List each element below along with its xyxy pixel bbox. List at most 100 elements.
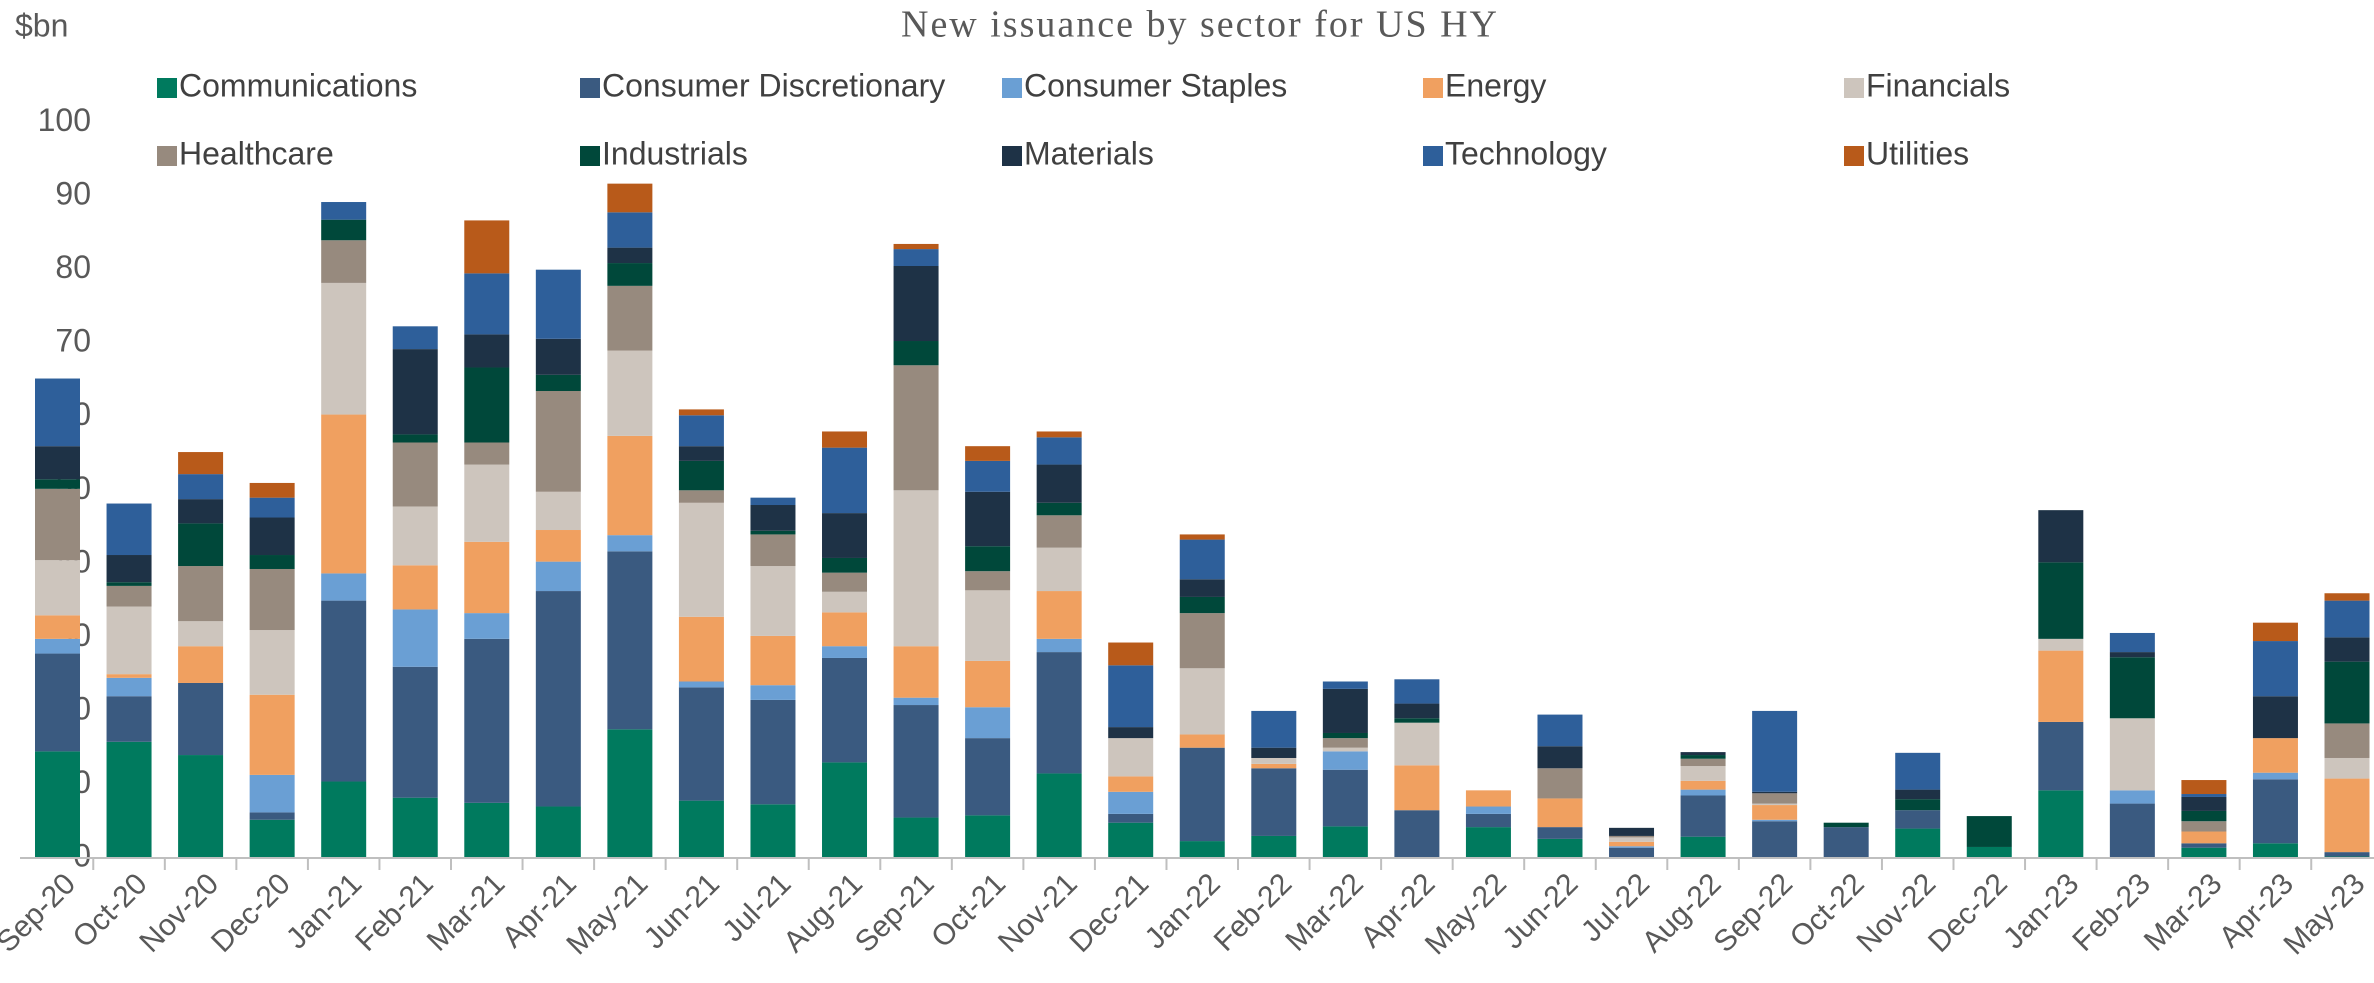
- bar-segment: [392, 797, 438, 858]
- legend-swatch: [157, 78, 177, 98]
- bar-segment: [392, 565, 438, 610]
- bar-segment: [2109, 803, 2155, 858]
- bar-segment: [1465, 813, 1511, 828]
- bar-segment: [1036, 773, 1082, 858]
- bar-segment: [35, 479, 80, 489]
- bar-segment: [1251, 710, 1297, 748]
- bar-segment: [2181, 794, 2227, 797]
- bar-segment: [1609, 847, 1655, 858]
- bar-segment: [750, 505, 796, 531]
- bar-segment: [2252, 772, 2298, 780]
- bar-segment: [106, 674, 152, 678]
- bar-segment: [106, 555, 152, 583]
- bar-segment: [2252, 641, 2298, 697]
- bar-segment: [1179, 539, 1225, 580]
- bar-segment: [1752, 791, 1798, 794]
- bar-segment: [750, 685, 796, 700]
- bar-segment: [893, 365, 939, 491]
- bar-segment: [249, 630, 295, 695]
- bar-segment: [2324, 593, 2370, 601]
- bar-segment: [35, 488, 80, 561]
- bar-segment: [1394, 765, 1440, 811]
- legend-label: Industrials: [602, 135, 748, 171]
- bar-segment: [1036, 464, 1082, 503]
- bar-segment: [1609, 841, 1655, 847]
- bar-segment: [1537, 827, 1583, 839]
- bar-segment: [1036, 515, 1082, 548]
- bar-segment: [1680, 836, 1726, 858]
- bar-segment: [822, 612, 868, 647]
- bar-segment: [607, 535, 653, 552]
- bar-segment: [2181, 831, 2227, 844]
- bar-segment: [535, 591, 581, 807]
- bar-segment: [965, 546, 1011, 572]
- bar-segment: [678, 460, 724, 491]
- bar-segment: [35, 638, 80, 654]
- bar-segment: [1537, 768, 1583, 799]
- bar-segment: [965, 571, 1011, 591]
- bar-segment: [2324, 723, 2370, 758]
- bar-segment: [1108, 776, 1154, 792]
- bar-segment: [1322, 769, 1368, 827]
- bar-segment: [1537, 838, 1583, 858]
- bar-segment: [464, 273, 510, 335]
- bar-segment: [2181, 796, 2227, 811]
- bar-segment: [178, 621, 224, 647]
- x-tick-label: Dec-20: [205, 867, 297, 959]
- bar-segment: [822, 557, 868, 573]
- bar-segment: [2181, 847, 2227, 858]
- bar-segment: [2038, 638, 2084, 651]
- legend-label: Healthcare: [179, 135, 334, 171]
- bar-segment: [1322, 688, 1368, 733]
- bar-segment: [321, 202, 367, 220]
- bar-segment: [1036, 638, 1082, 653]
- y-tick-label: 80: [55, 249, 91, 285]
- bar-segment: [392, 442, 438, 507]
- x-tick-label: Sep-22: [1707, 867, 1799, 959]
- x-tick-label: Jun-21: [638, 867, 726, 955]
- bar-segment: [1179, 579, 1225, 597]
- x-tick-label: Nov-20: [133, 867, 225, 959]
- x-tick-label: Mar-23: [2138, 867, 2229, 958]
- bar-segment: [750, 497, 796, 506]
- legend-swatch: [1002, 146, 1022, 166]
- bar-segment: [1179, 534, 1225, 540]
- bar-segment: [607, 183, 653, 213]
- bar-segment: [178, 452, 224, 475]
- bar-segment: [35, 751, 80, 858]
- bar-segment: [965, 738, 1011, 816]
- bar-segment: [2109, 657, 2155, 719]
- bar-segment: [106, 696, 152, 742]
- bar-segment: [1966, 816, 2012, 847]
- bar-segment: [965, 460, 1011, 492]
- bar-segment: [822, 513, 868, 558]
- bar-segment: [1108, 665, 1154, 728]
- legend-label: Technology: [1445, 135, 1607, 171]
- bar-segment: [1322, 747, 1368, 752]
- bar-segment: [893, 817, 939, 858]
- bar-segment: [1036, 547, 1082, 592]
- x-tick-label: May-23: [2277, 867, 2371, 961]
- bar-segment: [321, 219, 367, 241]
- bar-segment: [464, 638, 510, 803]
- bar-segment: [535, 338, 581, 375]
- bar-segment: [178, 499, 224, 524]
- bar-segment: [1465, 790, 1511, 807]
- x-tick-label: Aug-22: [1636, 867, 1728, 959]
- bar-segment: [1036, 431, 1082, 438]
- bar-segment: [535, 269, 581, 339]
- x-tick-label: Sep-20: [0, 867, 82, 959]
- bar-segment: [1680, 780, 1726, 790]
- bar-segment: [2109, 652, 2155, 658]
- bar-segment: [750, 804, 796, 858]
- bar-segment: [1537, 798, 1583, 828]
- bar-segment: [1752, 819, 1798, 822]
- bar-segment: [2324, 637, 2370, 662]
- bar-segment: [1251, 768, 1297, 836]
- bar-segment: [1036, 437, 1082, 465]
- bar-segment: [965, 590, 1011, 661]
- x-tick-label: Mar-21: [421, 867, 512, 958]
- legend-swatch: [1844, 78, 1864, 98]
- bar-segment: [178, 523, 224, 567]
